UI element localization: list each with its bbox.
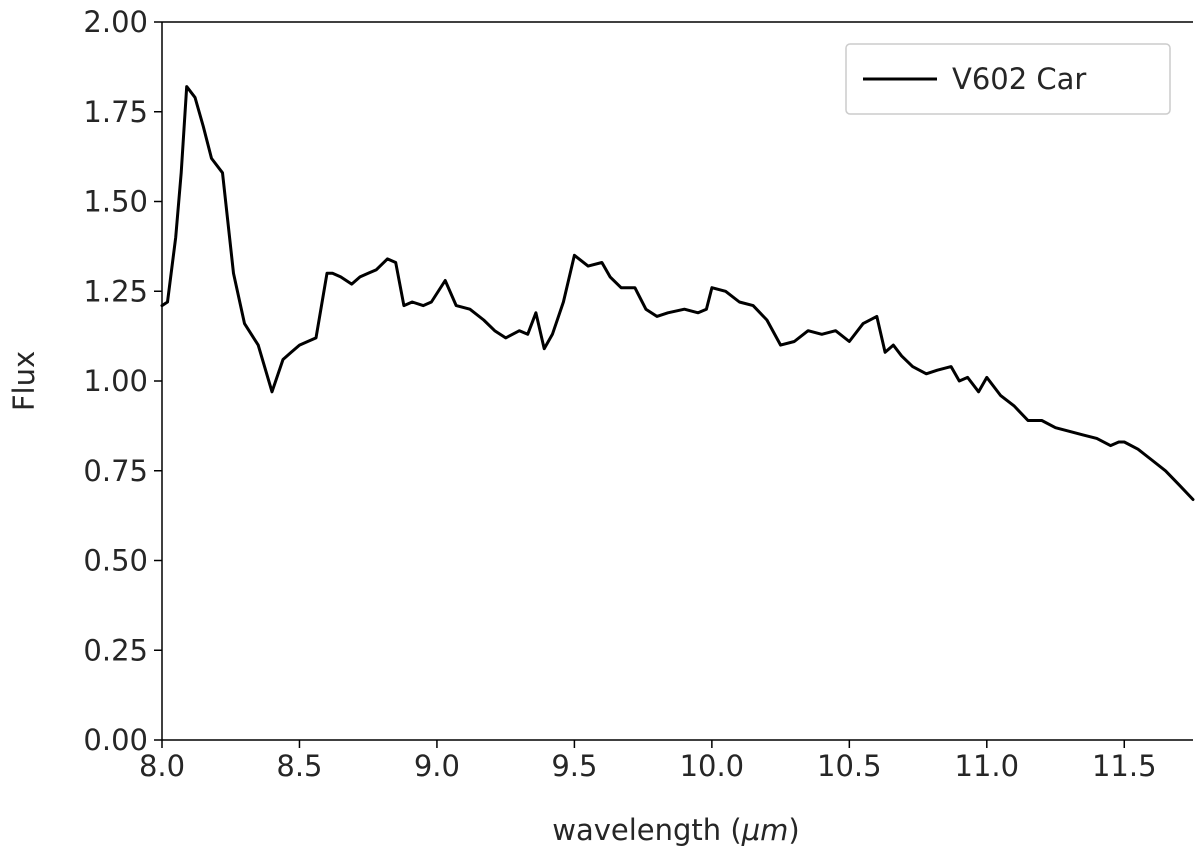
x-tick-label: 8.0 xyxy=(139,749,185,783)
x-tick-label: 11.5 xyxy=(1092,749,1157,783)
y-tick-label: 0.25 xyxy=(83,633,148,667)
x-tick-label: 9.0 xyxy=(414,749,460,783)
x-tick-label: 10.5 xyxy=(817,749,882,783)
y-tick-label: 0.75 xyxy=(83,454,148,488)
y-axis-label: Flux xyxy=(7,351,41,411)
x-tick-label: 8.5 xyxy=(276,749,322,783)
legend-box xyxy=(845,43,1171,115)
legend-label: V602 Car xyxy=(952,62,1086,96)
y-tick-label: 0.50 xyxy=(83,544,148,578)
x-tick-label: 10.0 xyxy=(680,749,745,783)
y-tick-label: 1.75 xyxy=(83,95,148,129)
x-axis-label: wavelength (μm) xyxy=(552,813,800,847)
y-tick-label: 1.25 xyxy=(83,274,148,308)
y-tick-label: 0.00 xyxy=(83,723,148,757)
x-tick-label: 11.0 xyxy=(955,749,1020,783)
y-tick-label: 1.00 xyxy=(83,364,148,398)
x-axis-ticks: 8.0 8.5 9.0 9.5 10.0 10.5 11.0 11.5 xyxy=(139,740,1157,783)
series-line-0 xyxy=(160,85,1195,501)
y-tick-label: 1.50 xyxy=(83,185,148,219)
legend: V602 Car xyxy=(845,43,1171,115)
y-axis-ticks: 0.00 0.25 0.50 0.75 1.00 1.25 1.50 1.75 2.00 xyxy=(83,5,162,757)
series-group xyxy=(160,85,1195,501)
x-tick-label: 9.5 xyxy=(551,749,597,783)
y-tick-label: 2.00 xyxy=(83,5,148,39)
plot-area xyxy=(161,21,1193,741)
